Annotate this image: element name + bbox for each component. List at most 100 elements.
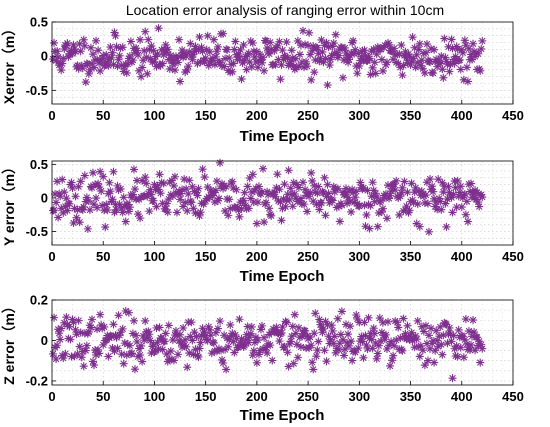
data-point xyxy=(459,353,468,362)
data-point xyxy=(49,38,59,48)
x-axis-label-z-error: Time Epoch xyxy=(240,407,325,424)
data-point xyxy=(345,322,355,331)
data-point xyxy=(330,332,339,341)
data-point xyxy=(87,315,97,324)
data-point xyxy=(258,164,268,173)
data-point xyxy=(275,336,284,346)
data-point xyxy=(412,219,421,228)
y-axis-label-z-error: Z error（m） xyxy=(1,299,17,385)
data-point xyxy=(448,374,457,383)
data-point xyxy=(49,313,59,322)
data-point xyxy=(127,348,137,358)
data-point xyxy=(180,174,189,184)
data-point xyxy=(222,365,231,374)
data-point xyxy=(169,181,179,191)
data-point xyxy=(364,313,373,323)
data-point xyxy=(338,335,348,344)
x-tick-label: 100 xyxy=(144,108,166,123)
data-point xyxy=(170,65,180,75)
data-point xyxy=(299,199,309,209)
data-point xyxy=(369,324,378,333)
data-point xyxy=(169,356,179,365)
data-point xyxy=(86,43,96,52)
data-point xyxy=(175,77,185,86)
x-tick-label: 400 xyxy=(451,389,473,404)
data-point xyxy=(455,55,464,65)
data-point xyxy=(253,198,263,207)
data-point xyxy=(249,346,258,355)
data-point xyxy=(99,172,108,181)
data-point xyxy=(138,63,147,72)
data-point xyxy=(313,345,322,355)
data-point xyxy=(340,344,350,354)
data-point xyxy=(353,69,362,78)
data-point xyxy=(110,28,119,37)
data-point xyxy=(337,307,347,316)
data-point xyxy=(126,37,136,46)
data-point xyxy=(121,217,130,226)
data-point xyxy=(56,192,65,201)
data-point xyxy=(333,314,342,323)
data-point xyxy=(307,341,316,350)
data-point xyxy=(442,222,451,232)
data-point xyxy=(475,202,484,211)
data-point xyxy=(140,46,149,56)
data-point xyxy=(119,359,128,368)
chart-title: Location error analysis of ranging error… xyxy=(126,2,444,18)
data-point xyxy=(135,213,145,223)
x-tick-label: 200 xyxy=(246,249,268,264)
data-point xyxy=(287,46,296,55)
x-axis-label-y-error: Time Epoch xyxy=(240,268,325,285)
data-point xyxy=(424,331,434,340)
data-point xyxy=(335,217,345,226)
data-point xyxy=(95,66,105,76)
y-axis-label-x-error: Xerror（m） xyxy=(1,22,17,104)
data-point xyxy=(226,320,235,330)
data-point xyxy=(259,217,269,227)
data-point xyxy=(325,60,334,70)
points-y-error xyxy=(48,158,487,236)
data-point xyxy=(143,69,152,78)
data-point xyxy=(341,320,351,329)
data-point xyxy=(428,68,438,78)
data-point xyxy=(393,318,402,327)
data-point xyxy=(65,199,74,208)
data-point xyxy=(80,171,89,180)
data-point xyxy=(466,179,476,188)
data-point xyxy=(424,227,434,236)
x-tick-label: 250 xyxy=(297,249,319,264)
axes-frame-x-error xyxy=(51,21,514,105)
data-point xyxy=(100,322,109,332)
x-tick-label: 300 xyxy=(348,108,370,123)
data-point xyxy=(421,48,431,57)
data-point xyxy=(425,174,435,184)
data-point xyxy=(125,341,135,350)
data-point xyxy=(432,326,441,335)
data-point xyxy=(122,68,131,78)
data-point xyxy=(147,190,156,199)
data-point xyxy=(136,72,146,81)
data-point xyxy=(376,196,385,205)
data-point xyxy=(49,205,59,215)
data-point xyxy=(307,75,316,85)
data-point xyxy=(91,193,101,203)
x-tick-label: 300 xyxy=(348,389,370,404)
data-point xyxy=(187,318,196,327)
data-point xyxy=(346,207,356,217)
data-point xyxy=(310,181,319,190)
data-point xyxy=(109,167,118,176)
data-point xyxy=(322,357,331,366)
x-tick-label: 100 xyxy=(144,249,166,264)
data-point xyxy=(95,167,105,176)
data-point xyxy=(463,217,473,226)
data-point xyxy=(303,41,313,50)
data-point xyxy=(68,183,77,193)
data-point xyxy=(170,172,180,181)
data-point xyxy=(186,39,195,48)
data-point xyxy=(237,74,246,84)
data-point xyxy=(192,332,201,341)
data-point xyxy=(52,341,62,350)
data-point xyxy=(370,58,379,67)
data-point xyxy=(74,316,83,325)
data-point xyxy=(82,341,91,350)
